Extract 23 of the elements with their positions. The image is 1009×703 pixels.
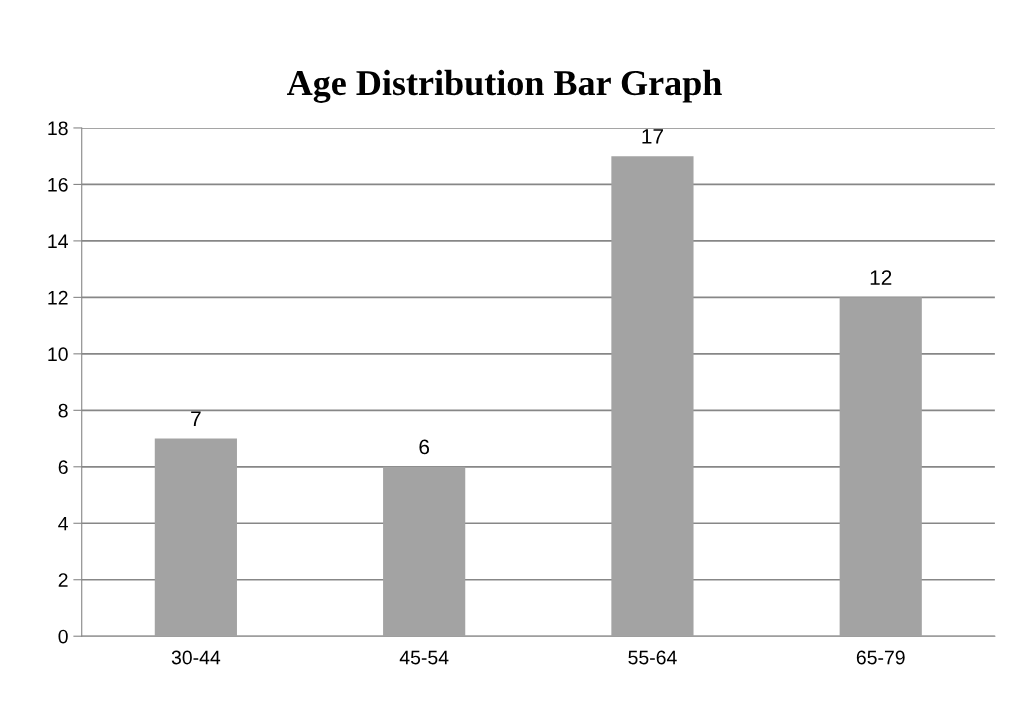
y-tick-label: 4 bbox=[58, 516, 68, 531]
bar bbox=[383, 466, 466, 637]
data-label: 17 bbox=[642, 129, 663, 144]
y-tick-label: 18 bbox=[48, 121, 68, 136]
y-tick-label: 14 bbox=[48, 234, 68, 248]
y-tick-label: 8 bbox=[58, 403, 68, 418]
y-tick-label: 6 bbox=[58, 460, 68, 475]
y-tick-label: 10 bbox=[48, 347, 68, 362]
x-tick-label: 30-44 bbox=[171, 650, 221, 665]
y-tick-label: 12 bbox=[48, 290, 68, 305]
chart-title: Age Distribution Bar Graph bbox=[286, 69, 722, 103]
bar bbox=[611, 156, 694, 637]
data-label: 6 bbox=[419, 439, 430, 455]
data-label: 7 bbox=[191, 411, 201, 426]
x-tick-label: 45-54 bbox=[399, 650, 449, 665]
y-tick-label: 2 bbox=[58, 573, 68, 587]
data-label: 12 bbox=[870, 270, 892, 285]
bar bbox=[839, 297, 922, 637]
y-tick-label: 16 bbox=[48, 177, 68, 192]
bar bbox=[154, 438, 237, 637]
x-tick-label: 65-79 bbox=[856, 650, 905, 665]
x-tick-label: 55-64 bbox=[628, 650, 677, 665]
y-tick-label: 0 bbox=[58, 629, 68, 644]
